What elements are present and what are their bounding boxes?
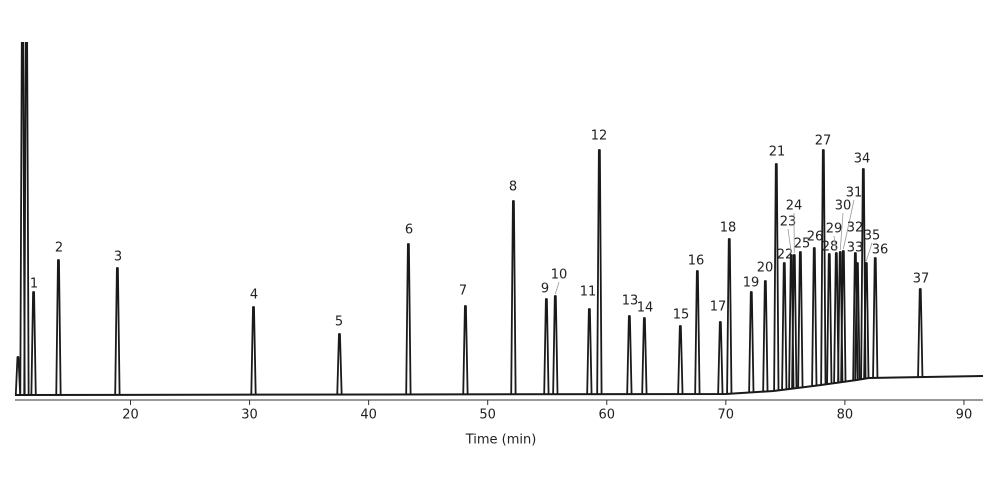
peak <box>873 258 877 378</box>
peak <box>782 263 786 390</box>
peak <box>115 268 119 395</box>
peak-label: 4 <box>250 288 258 303</box>
peak <box>821 150 825 385</box>
peak-label: 36 <box>872 243 889 258</box>
peak <box>841 251 845 382</box>
peak-label: 33 <box>847 241 864 256</box>
peak <box>798 252 802 388</box>
peak-label: 32 <box>847 221 864 236</box>
peak-label: 2 <box>55 241 63 256</box>
peak <box>812 248 816 386</box>
peak <box>718 322 722 394</box>
peak <box>251 307 255 395</box>
peak-label: 3 <box>114 250 122 265</box>
peak <box>31 292 35 395</box>
peak <box>544 299 548 394</box>
peak-label: 14 <box>637 301 654 316</box>
peak <box>864 263 868 378</box>
peak <box>763 281 767 392</box>
peak <box>56 260 60 395</box>
peak <box>406 244 410 394</box>
peak <box>511 201 515 394</box>
peak <box>463 306 467 394</box>
peak-label: 30 <box>835 199 852 214</box>
peak-label: 29 <box>826 222 843 237</box>
peak-label: 7 <box>459 284 467 299</box>
peak-label: 17 <box>710 300 727 315</box>
x-tick-label: 70 <box>718 408 735 423</box>
peak-label: 21 <box>769 145 786 160</box>
x-tick-label: 20 <box>122 408 139 423</box>
peak-label: 34 <box>854 152 871 167</box>
peak <box>337 334 341 395</box>
peak-label: 6 <box>405 223 413 238</box>
peak <box>24 0 28 395</box>
peak-label: 24 <box>786 199 803 214</box>
peak <box>749 292 753 392</box>
peak-label: 35 <box>864 229 881 244</box>
x-tick-label: 50 <box>479 408 496 423</box>
peak <box>792 255 796 388</box>
x-tick-label: 80 <box>837 408 854 423</box>
x-tick-label: 90 <box>956 408 973 423</box>
peak-label: 10 <box>551 268 568 283</box>
peak <box>918 289 922 377</box>
peak-label: 12 <box>591 129 608 144</box>
x-axis-title: Time (min) <box>465 433 537 448</box>
x-tick-label: 60 <box>598 408 615 423</box>
peak-label: 19 <box>743 276 760 291</box>
peak <box>827 254 831 384</box>
peak-label: 20 <box>757 261 774 276</box>
peak-label: 18 <box>720 221 737 236</box>
peak <box>642 318 646 394</box>
leader-line <box>555 282 559 294</box>
x-tick-label: 30 <box>241 408 258 423</box>
peak <box>678 326 682 394</box>
peak-label: 1 <box>30 277 38 292</box>
peak <box>587 309 591 394</box>
peak-label: 16 <box>688 254 705 269</box>
peak-label: 31 <box>846 186 863 201</box>
peak <box>627 316 631 394</box>
peak <box>727 239 731 394</box>
peak-label: 11 <box>580 285 597 300</box>
peak-label: 27 <box>815 134 832 149</box>
peak <box>553 296 557 394</box>
peak-label: 9 <box>541 282 549 297</box>
peak-label: 8 <box>509 180 517 195</box>
x-tick-label: 40 <box>360 408 377 423</box>
peak-label: 15 <box>673 308 690 323</box>
peak <box>695 271 699 394</box>
peak-label: 5 <box>335 315 343 330</box>
peak <box>774 164 778 391</box>
plot-area <box>15 0 983 395</box>
peak <box>597 150 601 394</box>
peak-label: 37 <box>913 272 930 287</box>
